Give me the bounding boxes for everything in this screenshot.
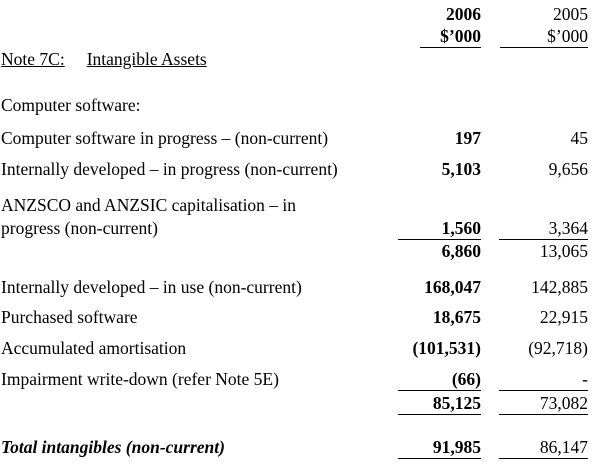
total-2005: 86,147 — [539, 437, 588, 457]
row-label: Purchased software — [1, 307, 138, 327]
row-label: Internally developed – in use (non-curre… — [1, 277, 302, 297]
row-value-2005: - — [582, 369, 588, 389]
row-value-2005: 22,915 — [539, 307, 588, 327]
subtotal-rule-2005 — [499, 239, 588, 240]
subtotal-rule-2005 — [499, 390, 588, 391]
row-value-2006: (101,531) — [412, 338, 481, 358]
total-2006: 91,985 — [432, 437, 481, 457]
note-number: Note 7C: — [1, 49, 65, 69]
row-value-2006: 197 — [454, 128, 481, 148]
subtotal-2005: 13,065 — [539, 241, 588, 261]
header-2005-underline — [500, 47, 588, 48]
row-label: Internally developed – in progress (non-… — [1, 159, 338, 179]
row-label: Impairment write-down (refer Note 5E) — [1, 369, 279, 389]
header-2006-year: 2006 — [446, 4, 481, 24]
header-2005-year: 2005 — [553, 4, 588, 24]
subtotal-rule-2005 — [499, 414, 588, 415]
row-label-line1: ANZSCO and ANZSIC capitalisation – in — [1, 195, 297, 215]
row-value-2005: 45 — [570, 128, 589, 148]
row-value-2005: 9,656 — [548, 159, 588, 179]
subtotal-rule-2006 — [398, 414, 481, 415]
subtotal-2006: 85,125 — [432, 393, 481, 413]
row-value-2006: 1,560 — [441, 218, 481, 238]
row-value-2006: 168,047 — [424, 277, 481, 297]
row-value-2005: 142,885 — [531, 277, 588, 297]
subtotal-2005: 73,082 — [539, 393, 588, 413]
row-value-2005: 3,364 — [548, 218, 588, 238]
header-2006-unit: $’000 — [440, 26, 481, 46]
note-heading: Note 7C: Intangible Assets — [1, 49, 207, 69]
header-2005-unit: $’000 — [547, 26, 588, 46]
total-rule-2006 — [398, 458, 481, 459]
row-label: Accumulated amortisation — [1, 338, 187, 358]
row-label: Computer software in progress – (non-cur… — [1, 128, 329, 148]
subtotal-rule-2006 — [398, 239, 481, 240]
section-label: Computer software: — [1, 95, 141, 115]
row-value-2005: (92,718) — [528, 338, 588, 358]
row-value-2006: 18,675 — [432, 307, 481, 327]
total-rule-2005 — [499, 458, 588, 459]
row-value-2006: (66) — [451, 369, 481, 389]
subtotal-rule-2006 — [398, 390, 481, 391]
subtotal-2006: 6,860 — [441, 241, 481, 261]
note-title: Intangible Assets — [86, 49, 207, 69]
row-label-line2: progress (non-current) — [1, 218, 158, 238]
header-2006-underline — [420, 47, 481, 48]
row-value-2006: 5,103 — [441, 159, 481, 179]
total-label: Total intangibles (non-current) — [1, 437, 225, 457]
